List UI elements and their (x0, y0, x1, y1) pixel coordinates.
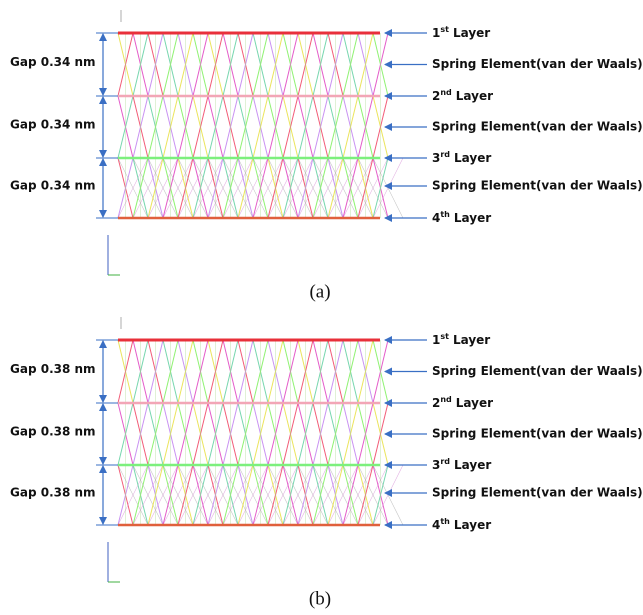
panel: Gap 0.34 nm Gap 0.34 nm Gap 0.34 nm 1st Laye… (10, 10, 643, 302)
layer-text: Layer (456, 396, 493, 410)
spring-label: Spring Element(van der Waals) (432, 120, 643, 134)
layer-text: Layer (456, 89, 493, 103)
spring-label: Spring Element(van der Waals) (432, 486, 643, 500)
layer-ordinal: th (440, 517, 450, 526)
layer-text: Layer (453, 333, 490, 347)
spring-label: Spring Element(van der Waals) (432, 364, 643, 378)
gap-label: Gap 0.34 nm (10, 179, 96, 193)
caption: (a) (309, 281, 330, 302)
layer-ordinal: nd (440, 395, 452, 404)
layer-number: 3 (432, 151, 440, 165)
layer-text: Layer (453, 26, 490, 40)
layer-text: Layer (454, 151, 491, 165)
caption: (b) (309, 588, 331, 609)
layer-number: 1 (432, 333, 440, 347)
layer-label: 2nd Layer (432, 88, 493, 103)
layer-number: 3 (432, 458, 440, 472)
layer-ordinal: st (440, 25, 449, 34)
figure: Gap 0.34 nmGap 0.34 nmGap 0.34 nm1stLaye… (0, 0, 643, 615)
panel: Gap 0.38 nm Gap 0.38 nm Gap 0.38 nm 1st Laye… (10, 317, 643, 609)
gap-label: Gap 0.34 nm (10, 55, 96, 69)
layer-label: 1st Layer (432, 332, 490, 347)
layer-ordinal: nd (440, 88, 452, 97)
spring-label: Spring Element(van der Waals) (432, 57, 643, 71)
gap-label: Gap 0.38 nm (10, 425, 96, 439)
gap-label: Gap 0.38 nm (10, 362, 96, 376)
layer-text: Layer (454, 211, 491, 225)
layer-label: 4th Layer (432, 210, 491, 225)
gap-label: Gap 0.38 nm (10, 486, 96, 500)
layer-label: 4th Layer (432, 517, 491, 532)
layer-number: 2 (432, 89, 440, 103)
layer-text: Layer (454, 518, 491, 532)
layer-ordinal: th (440, 210, 450, 219)
spring-label: Spring Element(van der Waals) (432, 427, 643, 441)
layer-number: 2 (432, 396, 440, 410)
gap-label: Gap 0.34 nm (10, 118, 96, 132)
layer-label: 1st Layer (432, 25, 490, 40)
layer-ordinal: rd (440, 150, 450, 159)
layer-label: 3rd Layer (432, 457, 491, 472)
layer-ordinal: st (440, 332, 449, 341)
layer-number: 1 (432, 26, 440, 40)
layer-text: Layer (454, 458, 491, 472)
layer-label: 2nd Layer (432, 395, 493, 410)
layer-ordinal: rd (440, 457, 450, 466)
layer-number: 4 (432, 518, 440, 532)
layer-label: 3rd Layer (432, 150, 491, 165)
spring-label: Spring Element(van der Waals) (432, 179, 643, 193)
layer-number: 4 (432, 211, 440, 225)
